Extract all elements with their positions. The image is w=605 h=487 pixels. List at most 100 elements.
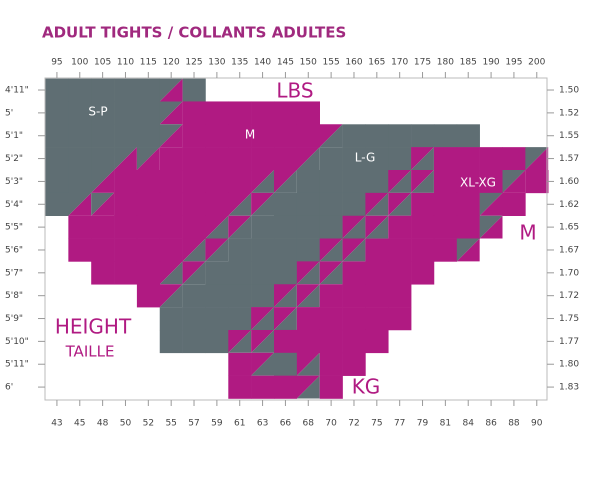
cell <box>182 284 206 308</box>
cell-triangle <box>365 215 389 239</box>
cell <box>114 238 138 262</box>
cell <box>388 307 412 331</box>
lbs-tick-label: 175 <box>414 58 431 68</box>
meter-tick-label: 1.60 <box>559 177 579 187</box>
cell <box>136 261 161 285</box>
cell <box>251 284 275 308</box>
height-tick-label: 4'11" <box>5 86 29 96</box>
cell-triangle <box>456 238 480 262</box>
cell-triangle <box>228 329 252 353</box>
size-label: XL-XG <box>460 176 496 190</box>
cell <box>45 170 69 194</box>
kg-tick-label: 43 <box>51 419 62 429</box>
lbs-tick-label: 130 <box>208 58 225 68</box>
cell-triangle <box>228 329 252 353</box>
meter-tick-label: 1.72 <box>559 291 579 301</box>
cell <box>296 170 320 194</box>
cell <box>342 147 366 171</box>
kg-label: KG <box>352 375 381 399</box>
cell <box>319 329 343 354</box>
lbs-tick-label: 155 <box>323 58 340 68</box>
height-tick-label: 6' <box>5 383 13 393</box>
lbs-tick-label: 195 <box>505 58 522 68</box>
cell <box>411 261 435 285</box>
cell <box>68 101 92 125</box>
height-tick-label: 5'1" <box>5 131 23 141</box>
cell-triangle <box>388 170 412 193</box>
cell <box>433 192 458 216</box>
cell-triangle <box>319 261 343 285</box>
cell <box>136 101 161 125</box>
chart-title: ADULT TIGHTS / COLLANTS ADULTES <box>42 24 346 42</box>
cell <box>296 215 320 239</box>
lbs-tick-label: 105 <box>94 58 111 68</box>
cell-triangle <box>91 170 115 193</box>
cell <box>205 284 229 308</box>
cell <box>388 238 412 262</box>
meter-tick-label: 1.55 <box>559 131 579 141</box>
lbs-tick-label: 120 <box>163 58 180 68</box>
cell <box>456 215 480 239</box>
cell <box>433 215 458 239</box>
cell <box>228 147 252 171</box>
size-label: L-G <box>355 151 376 165</box>
cell <box>365 238 389 262</box>
cell <box>274 238 298 262</box>
cell-triangle <box>296 375 320 399</box>
cell <box>502 147 526 171</box>
cell <box>296 192 320 216</box>
cell <box>91 101 115 125</box>
cell <box>411 124 435 148</box>
cell <box>159 170 183 194</box>
cell <box>296 329 320 354</box>
cell <box>411 215 435 239</box>
meter-tick-label: 1.67 <box>559 245 579 255</box>
cell <box>228 284 252 308</box>
cell <box>365 147 389 171</box>
cell <box>45 147 69 171</box>
cell-triangle <box>319 238 343 262</box>
kg-tick-label: 55 <box>165 419 176 429</box>
cell-triangle <box>411 147 434 170</box>
lbs-tick-label: 100 <box>71 58 88 68</box>
cell <box>228 307 252 331</box>
cell <box>433 147 458 171</box>
cell-triangle <box>388 192 412 216</box>
cell-triangle <box>342 215 366 239</box>
cell-triangle <box>296 147 320 170</box>
kg-tick-label: 75 <box>371 419 382 429</box>
cell-triangle <box>159 78 183 102</box>
m-label: M <box>519 221 536 245</box>
meter-tick-label: 1.50 <box>559 86 579 96</box>
cell-triangle <box>296 261 320 285</box>
cell-triangle <box>68 192 92 216</box>
height-tick-label: 5'5" <box>5 223 23 233</box>
cell <box>296 124 320 148</box>
cell <box>274 329 298 354</box>
cell-triangle <box>319 124 343 148</box>
kg-tick-label: 52 <box>143 419 154 429</box>
cell <box>205 261 229 285</box>
cell <box>205 329 229 354</box>
cell <box>45 124 69 148</box>
cell-triangle <box>525 147 549 170</box>
cell <box>342 329 366 354</box>
cell <box>45 78 69 102</box>
cell-triangle <box>68 192 92 216</box>
cell <box>182 147 206 171</box>
kg-tick-label: 61 <box>234 419 245 429</box>
cell-triangle <box>479 215 503 239</box>
cell <box>433 170 458 194</box>
meter-tick-label: 1.80 <box>559 360 579 370</box>
cell <box>251 124 275 148</box>
cell-triangle <box>479 192 503 216</box>
cell <box>182 170 206 194</box>
cell-triangle <box>159 124 183 148</box>
cell-triangle <box>159 284 183 308</box>
cell <box>342 124 366 148</box>
height-tick-label: 5'3" <box>5 177 23 187</box>
cell-triangle <box>411 170 434 193</box>
cell <box>159 215 183 239</box>
cell <box>502 192 526 216</box>
